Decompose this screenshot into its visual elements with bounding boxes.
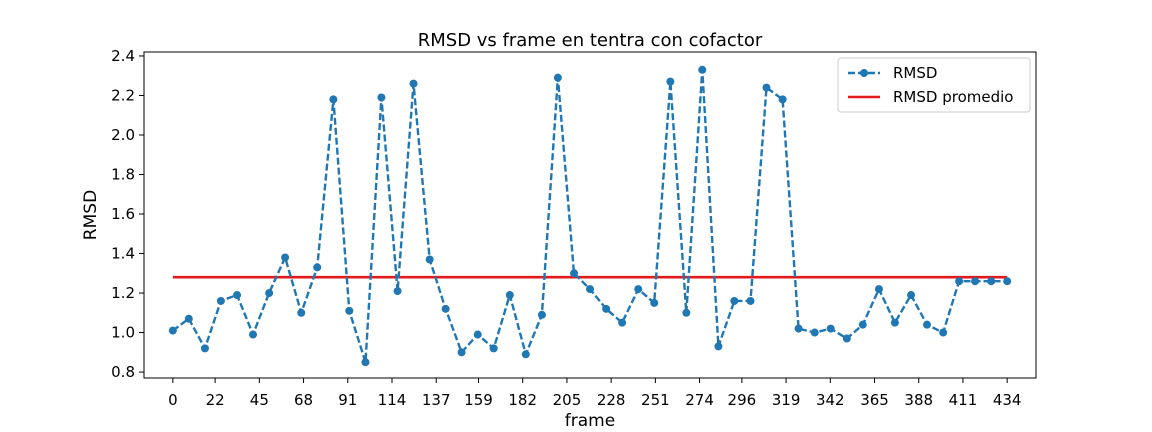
rmsd-point [682,308,691,317]
x-tick-label: 251 [641,391,670,409]
rmsd-point [778,95,787,104]
rmsd-point [216,296,225,305]
legend: RMSD RMSD promedio [837,57,1031,113]
y-tick-label: 1.4 [111,245,135,263]
x-tick-label: 388 [904,391,933,409]
x-tick-label: 342 [816,391,845,409]
legend-box [837,57,1031,113]
y-tick-label: 2.4 [111,47,135,65]
x-tick-label: 319 [772,391,801,409]
rmsd-point [537,310,546,319]
rmsd-point [265,289,274,298]
rmsd-point [746,296,755,305]
x-tick-label: 228 [597,391,626,409]
x-tick-label: 114 [378,391,407,409]
x-tick-label: 22 [206,391,225,409]
y-tick-label: 2.2 [111,86,135,104]
legend-label-promedio: RMSD promedio [893,88,1013,106]
rmsd-point [842,334,851,343]
y-tick-label: 0.8 [111,363,135,381]
rmsd-point [618,318,627,327]
x-tick-label: 182 [508,391,537,409]
rmsd-point [377,93,386,102]
rmsd-point [473,330,482,339]
y-axis-label: RMSD [81,190,101,240]
rmsd-point [810,328,819,337]
rmsd-point [939,328,948,337]
rmsd-point [650,298,659,307]
x-tick-label: 159 [464,391,493,409]
x-tick-label: 0 [168,391,178,409]
rmsd-point [393,287,402,296]
y-axis-ticks: 0.8 1.0 1.2 1.4 1.6 1.8 2.0 2.2 2.4 [111,47,144,381]
x-tick-label: 411 [949,391,978,409]
rmsd-point [313,263,322,272]
x-axis-label: frame [565,411,615,431]
rmsd-point [249,330,258,339]
x-tick-label: 137 [422,391,451,409]
y-tick-label: 1.0 [111,324,135,342]
rmsd-point [987,277,996,286]
legend-rmsd-marker [860,69,868,77]
rmsd-point [168,326,177,335]
series-layer [168,65,1012,367]
series-line-rmsd [172,68,1008,364]
y-tick-label: 1.2 [111,284,135,302]
x-tick-label: 45 [250,391,269,409]
rmsd-point [971,277,980,286]
x-tick-label: 434 [993,391,1022,409]
rmsd-point [714,342,723,351]
rmsd-point [698,65,707,74]
rmsd-point [922,320,931,329]
x-axis-ticks: 0 22 45 68 91 114 137 159 182 205 228 251 274 296 319 3… [168,378,1021,409]
rmsd-point [794,324,803,333]
rmsd-point [955,277,964,286]
rmsd-point [345,306,354,315]
rmsd-point [361,358,370,367]
rmsd-point [329,95,338,104]
rmsd-point [666,77,675,86]
rmsd-point [553,73,562,82]
rmsd-point [297,308,306,317]
chart-title: RMSD vs frame en tentra con cofactor [418,30,763,51]
rmsd-point [570,269,579,278]
x-tick-label: 91 [338,391,357,409]
y-tick-label: 2.0 [111,126,135,144]
x-tick-label: 68 [294,391,313,409]
rmsd-point [200,344,209,353]
rmsd-point [826,324,835,333]
rmsd-point [521,350,530,359]
rmsd-point [874,285,883,294]
rmsd-point [489,344,498,353]
x-tick-label: 205 [553,391,582,409]
x-tick-label: 274 [685,391,714,409]
rmsd-point [233,291,242,300]
plot-frame [143,51,1037,379]
rmsd-point [441,304,450,313]
rmsd-point [409,79,418,88]
rmsd-point [425,255,434,264]
rmsd-point [602,304,611,313]
rmsd-point [634,285,643,294]
rmsd-point [586,285,594,294]
rmsd-point [730,296,739,305]
legend-label-rmsd: RMSD [893,64,937,82]
rmsd-point [505,291,514,300]
rmsd-point [1003,277,1012,286]
rmsd-point [907,291,916,300]
y-tick-label: 1.6 [111,205,135,223]
rmsd-point [858,320,867,329]
rmsd-point [184,314,193,323]
rmsd-point [457,348,466,357]
rmsd-point [890,318,899,327]
rmsd-point [281,253,290,262]
y-tick-label: 1.8 [111,165,135,183]
rmsd-point [762,83,771,92]
x-tick-label: 296 [728,391,757,409]
x-tick-label: 365 [860,391,889,409]
